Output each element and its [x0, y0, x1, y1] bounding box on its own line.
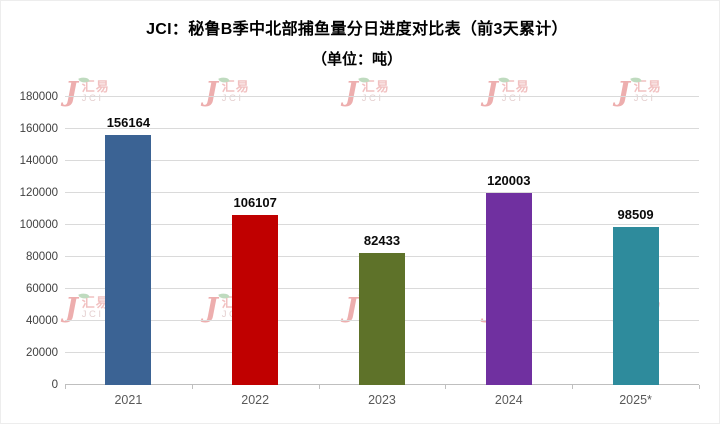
plot-area: 156164 106107 82433 120003 98509	[65, 96, 700, 389]
y-tick-label: 0	[51, 379, 58, 391]
watermark-abbr: JCI	[81, 93, 104, 105]
x-axis-tick	[445, 385, 447, 389]
watermark-abbr: JCI	[361, 93, 384, 105]
bar-2024: 120003	[485, 173, 532, 385]
x-category-label: 2021	[114, 393, 143, 407]
watermark-abbr: JCI	[221, 93, 244, 105]
bar-value-label: 106107	[233, 195, 277, 211]
y-tick-label: 40000	[26, 315, 58, 327]
watermark-brand: 汇易	[361, 79, 390, 95]
y-tick-label: 180000	[19, 91, 58, 103]
bar-2025: 98509	[612, 207, 659, 385]
watermark-brand: 汇易	[81, 295, 110, 311]
y-tick-label: 120000	[19, 187, 58, 199]
x-category-label: 2022	[241, 393, 270, 407]
y-tick-label: 60000	[26, 283, 58, 295]
watermark-brand: 汇易	[501, 79, 530, 95]
y-tick-label: 20000	[26, 347, 58, 359]
bar-2023: 82433	[358, 233, 405, 385]
gridline	[65, 224, 699, 225]
bar-value-label: 156164	[106, 115, 151, 131]
gridline	[65, 128, 699, 129]
jci-logo-icon: J	[345, 291, 370, 322]
watermark-brand: 汇易	[633, 79, 662, 95]
jci-logo-icon: J	[65, 291, 90, 322]
y-tick-label: 80000	[26, 251, 58, 263]
jci-logo-icon: J	[617, 75, 642, 106]
bar-slot: 120003	[445, 97, 572, 385]
bar-value-label: 120003	[487, 173, 531, 188]
gridline	[65, 96, 699, 97]
chart-title: JCI：秘鲁B季中北部捕鱼量分日进度对比表（前3天累计）	[146, 21, 568, 38]
x-category-label: 2023	[368, 393, 396, 407]
bar-value-label: 82433	[363, 233, 401, 249]
x-axis-tick	[318, 385, 320, 389]
bar-2021: 156164	[105, 115, 152, 385]
x-axis: 2021 2022 2023 2024 2025*	[65, 385, 699, 407]
bar-slot: 106107	[192, 97, 319, 385]
bar-2022: 106107	[232, 195, 279, 385]
x-category-label: 2024	[494, 393, 523, 407]
bar-slot: 98509	[572, 97, 699, 385]
y-tick-label: 100000	[19, 219, 58, 231]
bar-slot: 82433	[319, 97, 446, 385]
x-axis-tick	[191, 385, 193, 389]
x-category-label: 2025*	[619, 393, 652, 407]
watermark-brand: 汇易	[221, 79, 250, 95]
watermark-abbr: JCI	[633, 93, 656, 105]
watermark-abbr: JCI	[81, 309, 104, 321]
jci-logo-icon: J	[205, 291, 230, 322]
x-axis-tick	[65, 385, 66, 389]
y-tick-label: 140000	[19, 155, 58, 167]
bar-value-label: 98509	[617, 207, 654, 223]
bars-row: 156164 106107 82433 120003 98509	[65, 97, 699, 385]
watermark-abbr: JCI	[222, 309, 250, 320]
watermark-abbr: JCI	[501, 93, 524, 105]
jci-logo-icon: J	[345, 75, 370, 106]
y-tick-label: 160000	[19, 123, 58, 135]
x-axis-tick	[572, 385, 574, 389]
y-axis: 0 20000 40000 60000 80000 100000 120000 140000 1…	[15, 91, 65, 391]
gridline	[65, 192, 699, 193]
gridline	[65, 160, 699, 161]
bar-slot: 156164	[65, 97, 192, 385]
x-axis-tick	[699, 385, 700, 389]
watermark-brand: 汇易	[81, 79, 110, 95]
jci-logo-icon: J	[205, 75, 230, 106]
chart-subtitle: （单位：吨）	[311, 51, 402, 68]
jci-logo-icon: J	[65, 75, 90, 106]
jci-logo-icon: J	[485, 75, 510, 106]
bar-chart: 0 20000 40000 60000 80000 100000 120000 140000 1…	[15, 91, 700, 391]
